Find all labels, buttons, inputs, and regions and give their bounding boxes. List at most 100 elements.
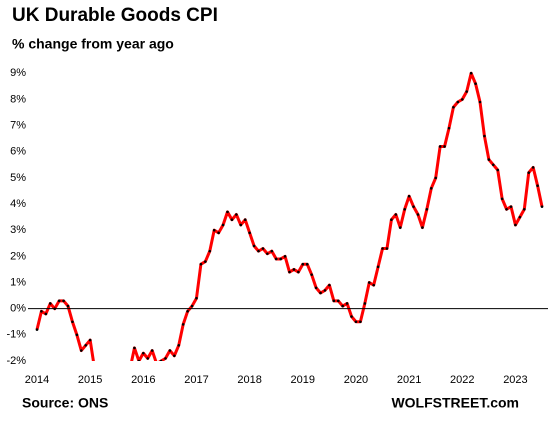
data-point	[57, 299, 61, 303]
data-point	[341, 304, 344, 308]
y-tick-label: 4%	[10, 198, 26, 210]
data-point	[456, 100, 460, 104]
data-point	[363, 302, 367, 305]
data-point	[204, 260, 207, 263]
data-point	[376, 265, 380, 269]
data-point	[239, 223, 243, 227]
data-point	[257, 249, 260, 253]
x-tick-label: 2023	[503, 374, 527, 386]
data-point	[93, 368, 96, 371]
data-point	[195, 296, 198, 300]
data-point	[394, 213, 398, 216]
data-point	[314, 286, 318, 290]
data-point	[483, 134, 486, 138]
series-line	[35, 71, 544, 361]
data-point	[460, 98, 464, 101]
data-point	[434, 176, 438, 180]
data-point	[398, 226, 402, 229]
data-point	[292, 268, 296, 271]
data-point	[266, 252, 269, 256]
data-point	[173, 354, 176, 358]
plot-area	[35, 71, 544, 371]
x-tick-label: 2021	[397, 374, 421, 386]
x-tick-label: 2014	[25, 374, 49, 386]
data-point	[319, 291, 322, 295]
data-point	[274, 257, 278, 261]
data-point	[523, 207, 526, 211]
data-point	[385, 247, 389, 250]
data-point	[518, 215, 522, 219]
data-point	[212, 228, 216, 232]
data-point	[71, 320, 74, 324]
x-tick-label: 2018	[237, 374, 261, 386]
data-point	[500, 197, 504, 201]
data-point	[403, 207, 406, 211]
x-tick-label: 2016	[131, 374, 155, 386]
y-tick-label: 3%	[10, 224, 26, 236]
data-point	[452, 105, 455, 109]
y-tick-label: -2%	[6, 355, 26, 367]
data-point	[217, 231, 220, 235]
data-point	[443, 145, 446, 148]
data-point	[531, 166, 535, 169]
data-point	[345, 302, 349, 305]
data-point	[190, 304, 194, 308]
data-point	[305, 262, 309, 266]
data-point	[367, 281, 371, 284]
data-point	[177, 344, 181, 347]
data-point	[129, 368, 132, 371]
data-point	[328, 283, 331, 287]
data-point	[252, 244, 256, 248]
x-tick-label: 2015	[78, 374, 102, 386]
data-point	[235, 213, 238, 216]
data-point	[336, 299, 340, 303]
data-point	[84, 344, 88, 347]
chart-title: UK Durable Goods CPI	[12, 5, 218, 26]
data-point	[469, 71, 473, 75]
data-point	[536, 184, 539, 188]
data-point	[372, 283, 375, 287]
data-point	[133, 346, 136, 350]
data-point	[527, 171, 531, 174]
data-point	[310, 273, 313, 276]
y-tick-label: 0%	[10, 303, 26, 315]
data-point	[381, 247, 384, 250]
data-point	[390, 218, 393, 222]
chart-subtitle: % change from year ago	[12, 36, 174, 52]
data-point	[509, 205, 513, 208]
data-point	[514, 223, 517, 227]
data-point	[297, 270, 300, 274]
y-tick-label: 1%	[10, 276, 26, 288]
data-point	[75, 333, 79, 337]
data-point	[421, 226, 424, 229]
data-point	[270, 249, 274, 253]
data-point	[447, 126, 451, 130]
data-point	[540, 205, 544, 208]
data-point	[159, 359, 163, 361]
data-point	[164, 357, 167, 360]
data-point	[146, 357, 150, 360]
data-point	[137, 359, 141, 361]
data-point	[323, 289, 327, 292]
data-point	[425, 207, 429, 211]
data-point	[243, 218, 247, 222]
data-point	[332, 299, 336, 303]
data-point	[80, 349, 83, 352]
data-point	[226, 210, 229, 214]
x-tick-label: 2017	[184, 374, 208, 386]
data-point	[48, 302, 52, 305]
data-point	[359, 320, 362, 324]
data-point	[438, 145, 442, 148]
data-point	[142, 351, 145, 355]
y-tick-label: -1%	[6, 329, 26, 341]
data-point	[487, 158, 491, 161]
data-point	[505, 207, 508, 211]
data-point	[283, 255, 287, 258]
data-point	[412, 205, 415, 208]
data-point	[44, 312, 48, 316]
data-point	[230, 218, 234, 222]
data-point	[181, 323, 185, 326]
data-point	[301, 262, 305, 266]
data-point	[478, 100, 482, 104]
